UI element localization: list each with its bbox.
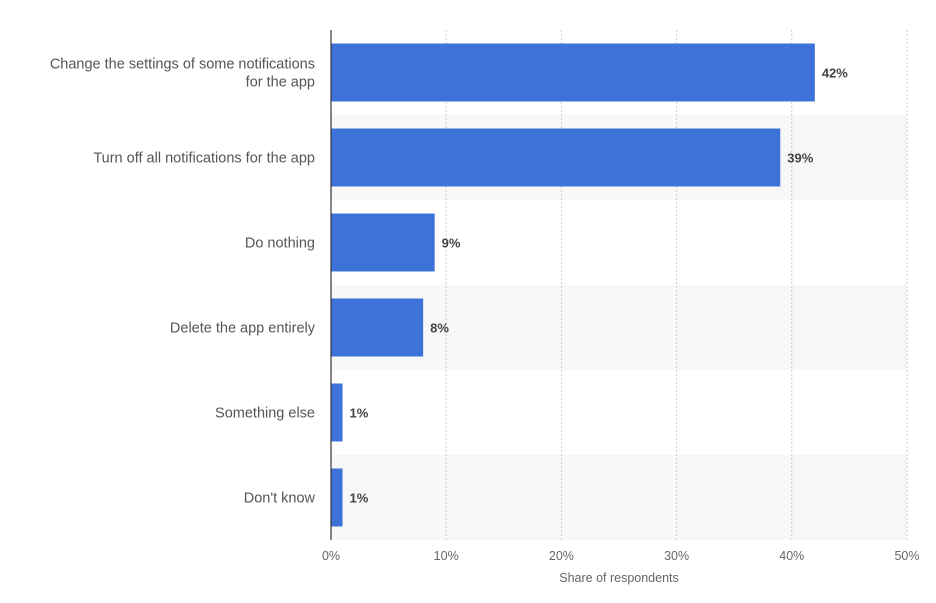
category-labels: Change the settings of some notification…: [50, 57, 316, 507]
bars: [331, 43, 815, 527]
value-labels: 42% 39% 9% 8% 1% 1%: [350, 66, 849, 506]
x-tick-label: 0%: [322, 549, 340, 563]
category-label-line: Turn off all notifications for the app: [93, 151, 315, 167]
value-label: 42%: [822, 66, 848, 81]
bar: [331, 43, 815, 102]
gridlines: [445, 30, 908, 540]
value-label: 1%: [350, 491, 369, 506]
x-tick-label: 10%: [434, 549, 459, 563]
bar: [331, 298, 424, 357]
category-label-line: Don't know: [244, 491, 316, 507]
value-label: 1%: [350, 406, 369, 421]
category-label-line: Delete the app entirely: [170, 321, 316, 337]
bar: [331, 468, 343, 527]
category-label: Don't know: [244, 491, 316, 507]
x-tick-labels: 0% 10% 20% 30% 40% 50%: [322, 549, 920, 563]
row-band: [331, 455, 907, 540]
x-tick-label: 30%: [664, 549, 689, 563]
x-tick-label: 50%: [894, 549, 919, 563]
category-label: Change the settings of some notification…: [50, 57, 315, 91]
category-label-line: Change the settings of some notification…: [50, 57, 315, 73]
bar: [331, 213, 435, 272]
category-label-line: for the app: [246, 75, 315, 91]
bar: [331, 128, 781, 187]
category-label: Something else: [215, 406, 315, 422]
x-tick-label: 20%: [549, 549, 574, 563]
value-label: 9%: [442, 236, 461, 251]
bar: [331, 383, 343, 442]
category-label-line: Something else: [215, 406, 315, 422]
category-label-line: Do nothing: [245, 236, 315, 252]
x-tick-label: 40%: [779, 549, 804, 563]
value-label: 8%: [430, 321, 449, 336]
category-label: Delete the app entirely: [170, 321, 316, 337]
value-label: 39%: [787, 151, 813, 166]
category-label: Do nothing: [245, 236, 315, 252]
row-band: [331, 285, 907, 370]
category-label: Turn off all notifications for the app: [93, 151, 315, 167]
x-axis-title: Share of respondents: [559, 571, 679, 585]
